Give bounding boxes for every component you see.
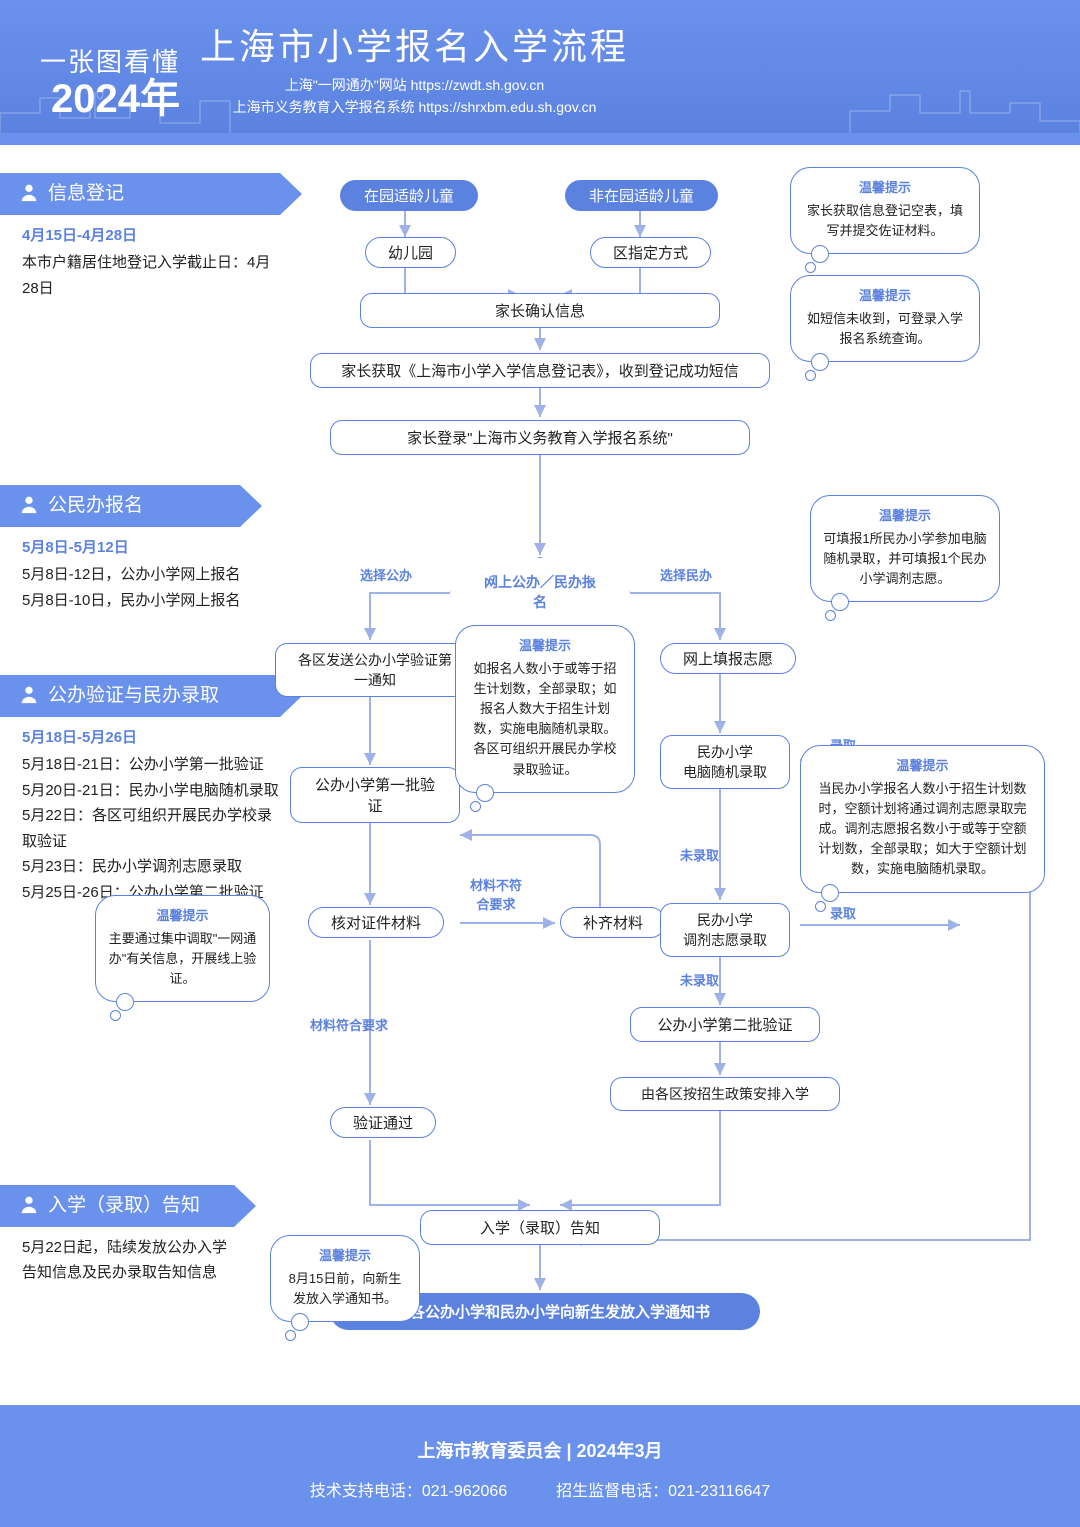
label-docs-fail: 材料不符 合要求 xyxy=(470,875,522,913)
footer: 上海市教育委员会 | 2024年3月 技术支持电话：021-962066 招生监… xyxy=(0,1417,1080,1527)
section-dates: 5月8日-5月12日 xyxy=(22,535,240,561)
node-not-enrolled-child: 非在园适龄儿童 xyxy=(565,180,718,211)
person-icon xyxy=(18,683,40,705)
node-fill-choice: 网上填报志愿 xyxy=(660,643,796,674)
node-pass-verify: 验证通过 xyxy=(330,1107,436,1138)
node-kindergarten: 幼儿园 xyxy=(365,237,456,268)
label-admitted-2: 录取 xyxy=(830,903,856,922)
section-line: 5月8日-10日，民办小学网上报名 xyxy=(22,588,240,614)
node-login-system: 家长登录"上海市义务教育入学报名系统" xyxy=(330,420,750,455)
section-label: 公民办报名 xyxy=(48,495,143,516)
section-line: 5月22日起，陆续发放公办入学 xyxy=(22,1235,234,1261)
section-line: 5月22日：各区可组织开展民办学校录取验证 xyxy=(22,803,280,854)
section-label: 信息登记 xyxy=(48,183,124,204)
tip-4: 温馨提示如报名人数小于或等于招生计划数，全部录取；如报名人数大于招生计划数，实施… xyxy=(455,625,635,793)
node-send-verify-notice: 各区发送公办小学验证第一通知 xyxy=(275,643,475,697)
flowchart-area: 信息登记 4月15日-4月28日 本市户籍居住地登记入学截止日：4月28日 公民… xyxy=(0,145,1080,1405)
skyline-decoration xyxy=(0,83,1080,133)
section-line: 本市户籍居住地登记入学截止日：4月28日 xyxy=(22,250,280,301)
node-second-batch-verify: 公办小学第二批验证 xyxy=(630,1007,820,1042)
section-tab-admit: 入学（录取）告知 5月22日起，陆续发放公办入学 告知信息及民办录取告知信息 xyxy=(0,1185,234,1286)
node-check-docs: 核对证件材料 xyxy=(308,907,444,938)
label-choose-private: 选择民办 xyxy=(660,565,712,584)
node-supplement: 补齐材料 xyxy=(560,907,666,938)
footer-org: 上海市教育委员会 | 2024年3月 xyxy=(0,1437,1080,1463)
person-icon xyxy=(18,181,40,203)
section-label: 公办验证与民办录取 xyxy=(48,685,219,706)
node-first-batch-verify: 公办小学第一批验证 xyxy=(290,767,460,823)
person-icon xyxy=(18,1193,40,1215)
page-title: 上海市小学报名入学流程 xyxy=(200,18,629,70)
section-tab-verify: 公办验证与民办录取 5月18日-5月26日 5月18日-21日：公办小学第一批验… xyxy=(0,675,280,906)
divider-bar xyxy=(0,133,1080,145)
label-not-admitted-2: 未录取 xyxy=(680,970,719,989)
node-get-form: 家长获取《上海市小学入学信息登记表》，收到登记成功短信 xyxy=(310,353,770,388)
label-docs-ok: 材料符合要求 xyxy=(310,1015,388,1034)
label-not-admitted-1: 未录取 xyxy=(680,845,719,864)
section-dates: 5月18日-5月26日 xyxy=(22,725,280,751)
section-line: 5月23日：民办小学调剂志愿录取 xyxy=(22,854,280,880)
section-tab-apply: 公民办报名 5月8日-5月12日 5月8日-12日，公办小学网上报名 5月8日-… xyxy=(0,485,240,614)
node-random-admit: 民办小学 电脑随机录取 xyxy=(660,735,790,789)
tip-2: 温馨提示如短信未收到，可登录入学报名系统查询。 xyxy=(790,275,980,362)
footer-super-phone: 招生监督电话：021-23116647 xyxy=(556,1483,770,1500)
header: 一张图看懂 2024年 上海市小学报名入学流程 上海"一网通办"网站 https… xyxy=(0,0,1080,133)
section-line: 告知信息及民办录取告知信息 xyxy=(22,1260,234,1286)
label-choose-public: 选择公办 xyxy=(360,565,412,584)
node-admission-notice: 入学（录取）告知 xyxy=(420,1210,660,1245)
section-dates: 4月15日-4月28日 xyxy=(22,223,280,249)
node-confirm-info: 家长确认信息 xyxy=(360,293,720,328)
section-line: 5月20日-21日：民办小学电脑随机录取 xyxy=(22,778,280,804)
tip-1: 温馨提示家长获取信息登记空表，填写并提交佐证材料。 xyxy=(790,167,980,254)
person-icon xyxy=(18,493,40,515)
section-tab-registration: 信息登记 4月15日-4月28日 本市户籍居住地登记入学截止日：4月28日 xyxy=(0,173,280,302)
tip-6: 温馨提示当民办小学报名人数小于招生计划数时，空额计划将通过调剂志愿录取完成。调剂… xyxy=(800,745,1045,893)
tip-3: 温馨提示可填报1所民办小学参加电脑随机录取，并可填报1个民办小学调剂志愿。 xyxy=(810,495,1000,603)
tip-5: 温馨提示主要通过集中调取"一网通办"有关信息，开展线上验证。 xyxy=(95,895,270,1003)
node-district-policy: 由各区按招生政策安排入学 xyxy=(610,1077,840,1111)
section-line: 5月18日-21日：公办小学第一批验证 xyxy=(22,752,280,778)
node-adjust-admit: 民办小学 调剂志愿录取 xyxy=(660,903,790,957)
divider-bar-bottom xyxy=(0,1405,1080,1417)
node-diamond-choice: 网上公办／民办报名 xyxy=(450,557,630,627)
section-label: 入学（录取）告知 xyxy=(48,1195,200,1216)
tip-7: 温馨提示8月15日前，向新生发放入学通知书。 xyxy=(270,1235,420,1322)
footer-tech-phone: 技术支持电话：021-962066 xyxy=(310,1483,507,1500)
header-subtitle: 一张图看懂 xyxy=(40,42,180,79)
section-line: 5月8日-12日，公办小学网上报名 xyxy=(22,562,240,588)
node-district-method: 区指定方式 xyxy=(590,237,711,268)
node-enrolled-child: 在园适龄儿童 xyxy=(340,180,478,211)
